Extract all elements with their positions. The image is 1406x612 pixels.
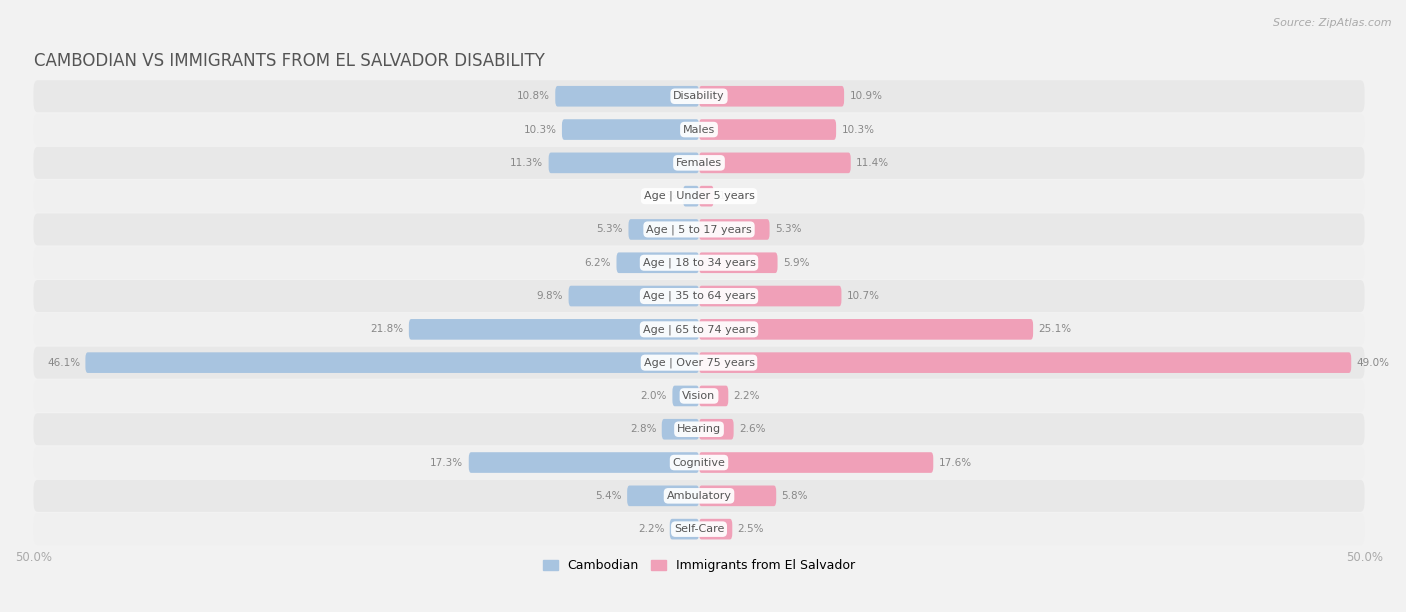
Text: Vision: Vision — [682, 391, 716, 401]
FancyBboxPatch shape — [34, 346, 1365, 379]
FancyBboxPatch shape — [34, 447, 1365, 479]
FancyBboxPatch shape — [468, 452, 699, 473]
FancyBboxPatch shape — [34, 413, 1365, 445]
FancyBboxPatch shape — [699, 452, 934, 473]
Text: 11.3%: 11.3% — [510, 158, 543, 168]
Text: 21.8%: 21.8% — [370, 324, 404, 334]
FancyBboxPatch shape — [699, 219, 769, 240]
FancyBboxPatch shape — [616, 252, 699, 273]
Text: Age | 5 to 17 years: Age | 5 to 17 years — [647, 224, 752, 234]
Text: Ambulatory: Ambulatory — [666, 491, 731, 501]
FancyBboxPatch shape — [699, 419, 734, 439]
Text: Age | 65 to 74 years: Age | 65 to 74 years — [643, 324, 755, 335]
FancyBboxPatch shape — [699, 286, 841, 307]
Text: 5.3%: 5.3% — [596, 225, 623, 234]
Text: Males: Males — [683, 125, 716, 135]
Text: 10.8%: 10.8% — [517, 91, 550, 101]
Text: 2.6%: 2.6% — [740, 424, 765, 435]
FancyBboxPatch shape — [34, 247, 1365, 278]
Text: 11.4%: 11.4% — [856, 158, 889, 168]
Text: 46.1%: 46.1% — [46, 357, 80, 368]
Text: 25.1%: 25.1% — [1039, 324, 1071, 334]
FancyBboxPatch shape — [627, 485, 699, 506]
Text: 49.0%: 49.0% — [1357, 357, 1389, 368]
Text: 17.6%: 17.6% — [939, 458, 972, 468]
FancyBboxPatch shape — [699, 186, 714, 206]
FancyBboxPatch shape — [34, 380, 1365, 412]
FancyBboxPatch shape — [34, 114, 1365, 146]
FancyBboxPatch shape — [628, 219, 699, 240]
FancyBboxPatch shape — [568, 286, 699, 307]
Text: Age | 18 to 34 years: Age | 18 to 34 years — [643, 258, 755, 268]
FancyBboxPatch shape — [699, 485, 776, 506]
Text: CAMBODIAN VS IMMIGRANTS FROM EL SALVADOR DISABILITY: CAMBODIAN VS IMMIGRANTS FROM EL SALVADOR… — [34, 52, 544, 70]
FancyBboxPatch shape — [34, 280, 1365, 312]
FancyBboxPatch shape — [409, 319, 699, 340]
Text: Disability: Disability — [673, 91, 725, 101]
Text: 10.9%: 10.9% — [849, 91, 883, 101]
FancyBboxPatch shape — [699, 252, 778, 273]
FancyBboxPatch shape — [34, 180, 1365, 212]
Text: 17.3%: 17.3% — [430, 458, 464, 468]
Text: 10.3%: 10.3% — [841, 125, 875, 135]
FancyBboxPatch shape — [662, 419, 699, 439]
FancyBboxPatch shape — [683, 186, 699, 206]
Text: 1.2%: 1.2% — [651, 191, 678, 201]
Text: 2.8%: 2.8% — [630, 424, 657, 435]
FancyBboxPatch shape — [699, 319, 1033, 340]
FancyBboxPatch shape — [34, 214, 1365, 245]
FancyBboxPatch shape — [34, 480, 1365, 512]
Text: 10.7%: 10.7% — [846, 291, 880, 301]
Text: 2.5%: 2.5% — [738, 524, 763, 534]
Text: Age | Over 75 years: Age | Over 75 years — [644, 357, 755, 368]
FancyBboxPatch shape — [34, 513, 1365, 545]
Text: 5.4%: 5.4% — [595, 491, 621, 501]
FancyBboxPatch shape — [672, 386, 699, 406]
Text: Age | 35 to 64 years: Age | 35 to 64 years — [643, 291, 755, 301]
Text: 2.2%: 2.2% — [638, 524, 665, 534]
FancyBboxPatch shape — [699, 86, 844, 106]
FancyBboxPatch shape — [699, 152, 851, 173]
FancyBboxPatch shape — [562, 119, 699, 140]
Text: Cognitive: Cognitive — [672, 458, 725, 468]
FancyBboxPatch shape — [34, 313, 1365, 345]
FancyBboxPatch shape — [34, 147, 1365, 179]
Text: 6.2%: 6.2% — [585, 258, 612, 267]
FancyBboxPatch shape — [34, 80, 1365, 112]
FancyBboxPatch shape — [699, 353, 1351, 373]
FancyBboxPatch shape — [699, 119, 837, 140]
Text: Age | Under 5 years: Age | Under 5 years — [644, 191, 755, 201]
FancyBboxPatch shape — [86, 353, 699, 373]
Text: 9.8%: 9.8% — [537, 291, 564, 301]
Text: Self-Care: Self-Care — [673, 524, 724, 534]
FancyBboxPatch shape — [669, 519, 699, 539]
FancyBboxPatch shape — [548, 152, 699, 173]
FancyBboxPatch shape — [555, 86, 699, 106]
Legend: Cambodian, Immigrants from El Salvador: Cambodian, Immigrants from El Salvador — [543, 559, 855, 572]
Text: Source: ZipAtlas.com: Source: ZipAtlas.com — [1274, 18, 1392, 28]
Text: 5.9%: 5.9% — [783, 258, 810, 267]
Text: 2.2%: 2.2% — [734, 391, 761, 401]
Text: 2.0%: 2.0% — [641, 391, 666, 401]
Text: Hearing: Hearing — [676, 424, 721, 435]
FancyBboxPatch shape — [699, 386, 728, 406]
Text: 10.3%: 10.3% — [523, 125, 557, 135]
Text: Females: Females — [676, 158, 723, 168]
Text: 5.8%: 5.8% — [782, 491, 808, 501]
Text: 1.1%: 1.1% — [718, 191, 745, 201]
Text: 5.3%: 5.3% — [775, 225, 801, 234]
FancyBboxPatch shape — [699, 519, 733, 539]
